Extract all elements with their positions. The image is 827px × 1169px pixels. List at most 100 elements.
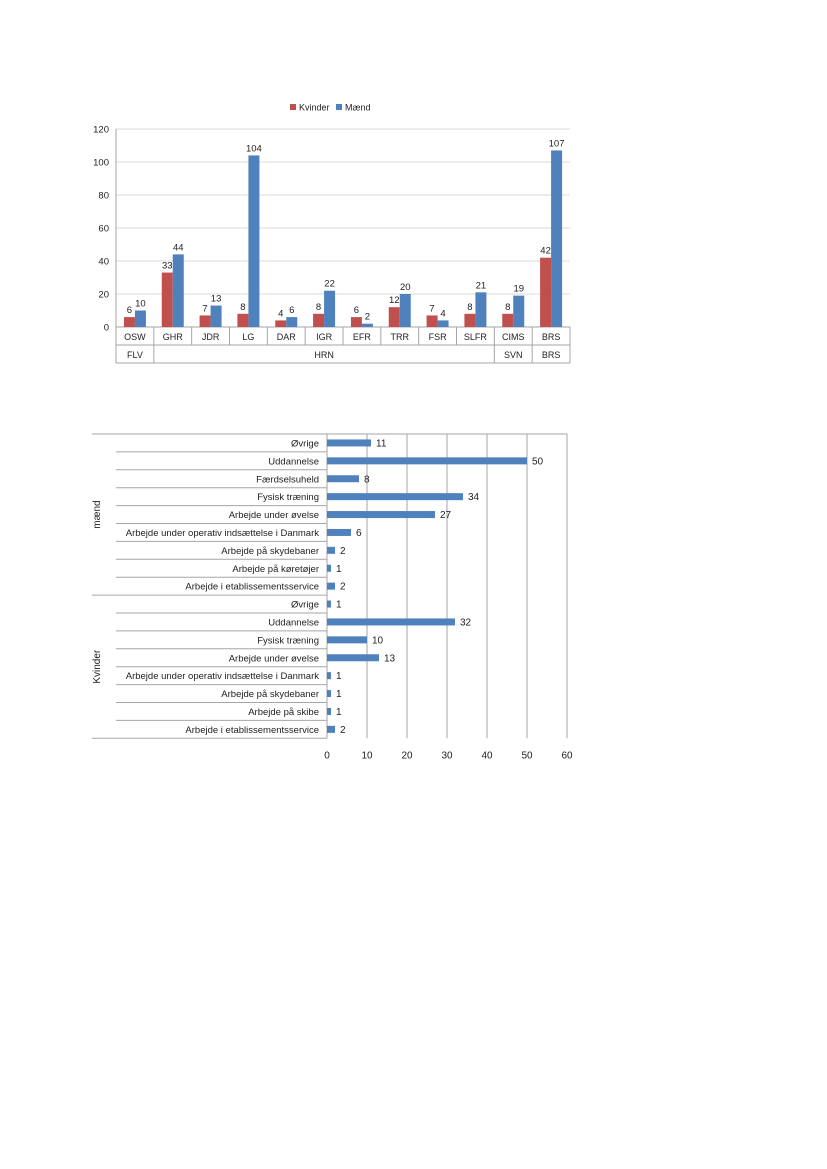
bar-kvinder	[237, 313, 249, 327]
bar-value-label: 7	[429, 303, 434, 314]
bar	[327, 582, 335, 590]
category-label: Arbejde i etablissementsservice	[185, 725, 319, 736]
bar-value-label: 8	[364, 474, 370, 485]
bar-value-label: 104	[246, 143, 262, 154]
bar-value-label: 107	[549, 138, 565, 149]
bar-value-label: 27	[440, 510, 452, 521]
bar-value-label: 22	[324, 279, 335, 290]
bar-value-label: 12	[389, 295, 400, 306]
bar-value-label: 19	[513, 284, 524, 295]
bar-value-label: 8	[316, 302, 321, 313]
category-label: Arbejde på skydebaner	[221, 546, 319, 557]
bar-value-label: 1	[336, 707, 342, 718]
group-label: BRS	[542, 350, 561, 360]
group-label: mænd	[92, 500, 103, 528]
y-tick-label: 100	[93, 158, 109, 169]
bar-kvinder	[313, 313, 325, 327]
bar	[327, 475, 359, 483]
category-label: IGR	[316, 332, 333, 342]
bar	[327, 511, 435, 519]
bar	[327, 690, 331, 698]
bar-value-label: 1	[336, 600, 342, 611]
category-label: Arbejde under operativ indsættelse i Dan…	[126, 528, 320, 539]
bar-value-label: 4	[278, 308, 283, 319]
bar	[327, 439, 371, 447]
bar-value-label: 4	[440, 308, 445, 319]
bar-maend	[513, 295, 525, 327]
bar	[327, 654, 379, 662]
category-label: GHR	[163, 332, 184, 342]
category-label: CIMS	[502, 332, 525, 342]
x-tick-label: 20	[401, 750, 413, 761]
category-label: Arbejde på skydebaner	[221, 689, 319, 700]
x-tick-label: 30	[441, 750, 453, 761]
legend-label-maend: Mænd	[345, 103, 371, 113]
category-label: Arbejde under operativ indsættelse i Dan…	[126, 671, 320, 682]
category-label: EFR	[353, 332, 372, 342]
bar-kvinder	[388, 307, 400, 327]
bar	[327, 636, 367, 644]
category-label: Uddannelse	[268, 456, 319, 467]
bar-maend	[361, 323, 373, 327]
bar-value-label: 20	[400, 282, 411, 293]
bar	[327, 528, 351, 536]
bar-maend	[172, 254, 184, 327]
group-label: HRN	[314, 350, 334, 360]
category-label: Arbejde i etablissementsservice	[185, 582, 319, 593]
x-tick-label: 60	[561, 750, 573, 761]
x-tick-label: 10	[361, 750, 373, 761]
bar-value-label: 6	[127, 305, 132, 316]
bar	[327, 457, 527, 465]
group-label: SVN	[504, 350, 523, 360]
bar-value-label: 8	[467, 302, 472, 313]
bar	[327, 493, 463, 501]
x-tick-label: 40	[481, 750, 493, 761]
bar	[327, 672, 331, 680]
bar-maend	[551, 150, 563, 327]
category-label: Øvrige	[291, 600, 319, 611]
bar-value-label: 34	[468, 492, 480, 503]
legend-swatch-kvinder	[290, 104, 296, 110]
category-label: SLFR	[464, 332, 488, 342]
bar	[327, 546, 335, 554]
legend-label-kvinder: Kvinder	[299, 103, 330, 113]
bar	[327, 564, 331, 572]
category-label: LG	[242, 332, 254, 342]
bar	[327, 707, 331, 715]
category-label: JDR	[202, 332, 220, 342]
bar-value-label: 6	[356, 528, 362, 539]
bar-kvinder	[350, 317, 362, 327]
bar-value-label: 13	[384, 653, 396, 664]
bar-kvinder	[123, 317, 135, 327]
bar-kvinder	[540, 257, 552, 327]
category-label: FSR	[429, 332, 448, 342]
bar-kvinder	[199, 315, 211, 327]
bar-value-label: 6	[354, 305, 359, 316]
bar-kvinder	[161, 272, 173, 327]
bar-value-label: 2	[340, 546, 346, 557]
category-label: TRR	[391, 332, 410, 342]
category-label: Uddannelse	[268, 617, 319, 628]
bar-value-label: 50	[532, 456, 544, 467]
category-label: BRS	[542, 332, 561, 342]
x-tick-label: 50	[521, 750, 533, 761]
bar-maend	[286, 317, 298, 327]
bar-value-label: 33	[162, 261, 173, 272]
bar-value-label: 1	[336, 671, 342, 682]
bar-value-label: 42	[540, 246, 551, 257]
y-tick-label: 20	[98, 290, 109, 301]
bar-maend	[134, 310, 146, 327]
bar-maend	[210, 305, 222, 327]
y-tick-label: 120	[93, 125, 109, 136]
group-label: FLV	[127, 350, 143, 360]
y-tick-label: 80	[98, 191, 109, 202]
bar-value-label: 13	[211, 294, 222, 305]
bar-value-label: 32	[460, 617, 472, 628]
bar-maend	[324, 290, 336, 327]
bar-value-label: 2	[340, 582, 346, 593]
bar	[327, 600, 331, 608]
category-label: Øvrige	[291, 438, 319, 449]
